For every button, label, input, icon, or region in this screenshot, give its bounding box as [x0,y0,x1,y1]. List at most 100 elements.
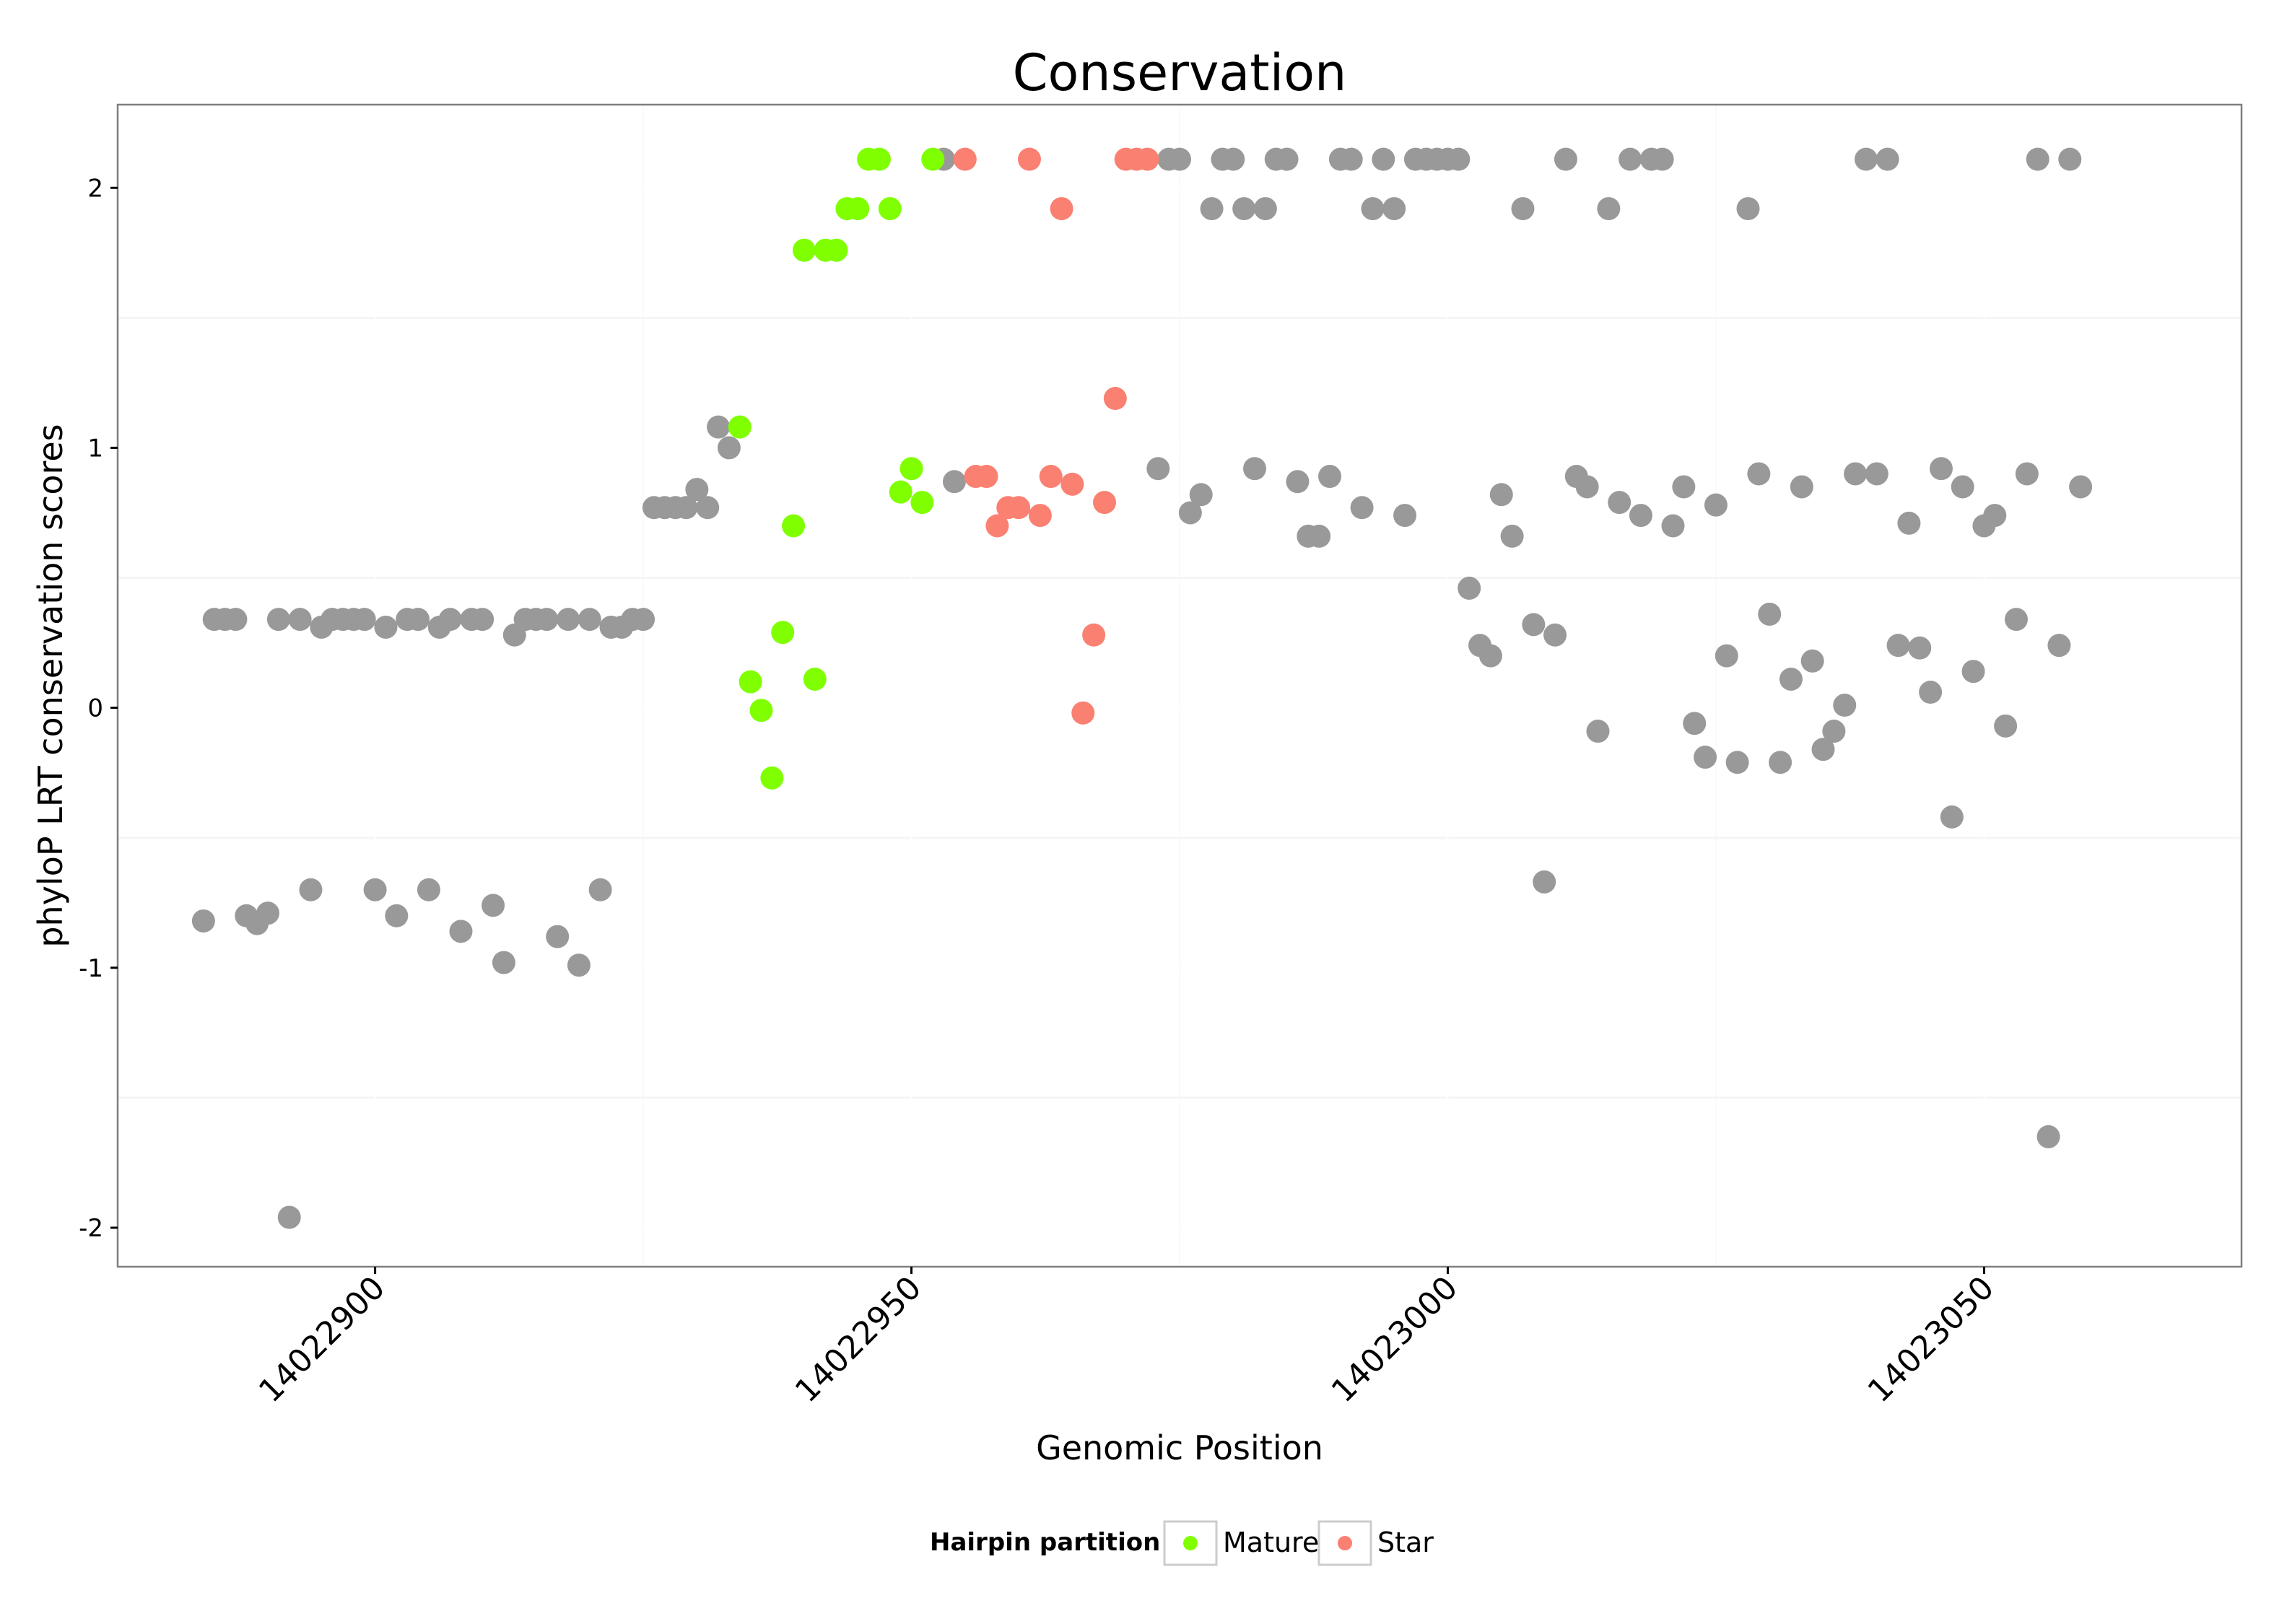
data-point-mature [792,238,816,262]
data-point-other [1522,613,1546,637]
data-point-other [1661,514,1685,538]
data-point-other [707,415,731,439]
data-point-star [1007,496,1031,520]
data-point-other [1597,197,1621,221]
data-point-other [1983,504,2007,528]
data-point-other [1619,147,1642,171]
data-point-other [1951,475,1974,499]
data-point-other [1372,147,1395,171]
data-point-other [1704,493,1728,517]
data-point-other [1318,465,1342,489]
data-point-mature [878,197,902,221]
data-point-mature [782,514,806,538]
data-point-other [1919,681,1943,704]
data-point-other [1554,147,1577,171]
data-point-other [1221,147,1245,171]
data-point-other [1350,496,1374,520]
legend-dot-star [1338,1536,1352,1550]
series-mature [728,147,945,790]
data-point-other [1929,457,1953,481]
data-point-mature [899,457,923,481]
data-point-other [2026,147,2049,171]
data-point-mature [921,147,945,171]
data-point-mature [728,415,752,439]
data-point-star [1136,147,1159,171]
data-point-other [2015,462,2039,486]
data-point-star [1017,147,1041,171]
y-axis-title: phyloP LRT conservation scores [31,424,70,947]
legend-label-mature: Mature [1223,1527,1319,1558]
data-point-star [953,147,977,171]
series-star [953,147,1159,725]
data-point-other [299,878,323,902]
data-points [191,147,2093,1229]
data-point-other [1307,524,1331,548]
y-tick-label: -2 [79,1214,103,1243]
data-point-other [1747,462,1771,486]
data-point-other [1489,483,1513,507]
data-point-other [374,615,398,639]
data-point-other [1844,462,1868,486]
data-point-other [1458,576,1481,600]
series-other [191,147,2093,1229]
data-point-other [1822,720,1846,743]
data-point-other [1876,147,1899,171]
data-point-other [1897,511,1921,535]
legend-title: Hairpin partition [930,1528,1160,1557]
data-point-mature [846,197,870,221]
data-point-other [1650,147,1674,171]
data-point-star [985,514,1009,538]
data-point-other [1586,720,1610,743]
data-point-other [406,608,430,632]
data-point-other [632,608,655,632]
data-point-other [1736,197,1760,221]
data-point-other [1189,483,1213,507]
data-point-other [535,608,559,632]
data-point-other [191,909,215,933]
data-point-other [1940,805,1964,829]
x-axis-title: Genomic Position [1036,1428,1323,1467]
data-point-other [471,608,495,632]
data-point-other [2058,147,2082,171]
data-point-other [1715,644,1738,668]
data-point-other [1146,457,1170,481]
data-point-other [1478,644,1502,668]
y-tick-label: -1 [79,954,103,983]
data-point-other [1886,634,1910,658]
data-point-star [1071,701,1095,725]
data-point-other [1811,738,1835,761]
data-point-other [1447,147,1471,171]
data-point-other [1833,694,1857,717]
legend-label-star: Star [1377,1527,1434,1558]
data-point-mature [910,491,934,515]
data-point-other [1575,475,1599,499]
data-point-mature [739,670,762,694]
data-point-other [256,902,280,925]
data-point-other [2069,475,2093,499]
data-point-star [1050,197,1073,221]
data-point-other [1769,751,1792,774]
data-point-other [1672,475,1696,499]
data-point-star [1039,465,1063,489]
data-point-other [557,608,580,632]
grid-major [118,105,2242,1267]
data-point-star [1092,491,1116,515]
data-point-other [492,951,515,974]
data-point-other [685,478,709,502]
panel-border [116,103,2243,1268]
data-point-other [224,608,248,632]
data-point-other [696,496,720,520]
data-point-other [1908,636,1932,660]
y-axis: -2 -1 0 1 2 [79,174,118,1243]
data-point-other [546,925,570,948]
data-point-other [385,904,409,927]
data-point-other [1253,197,1277,221]
y-tick-label: 1 [87,434,103,463]
data-point-other [1694,746,1717,769]
data-point-other [1725,751,1749,774]
data-point-other [1361,197,1385,221]
data-point-star [1060,472,1084,496]
data-point-other [2004,608,2028,632]
data-point-other [1286,470,1310,494]
